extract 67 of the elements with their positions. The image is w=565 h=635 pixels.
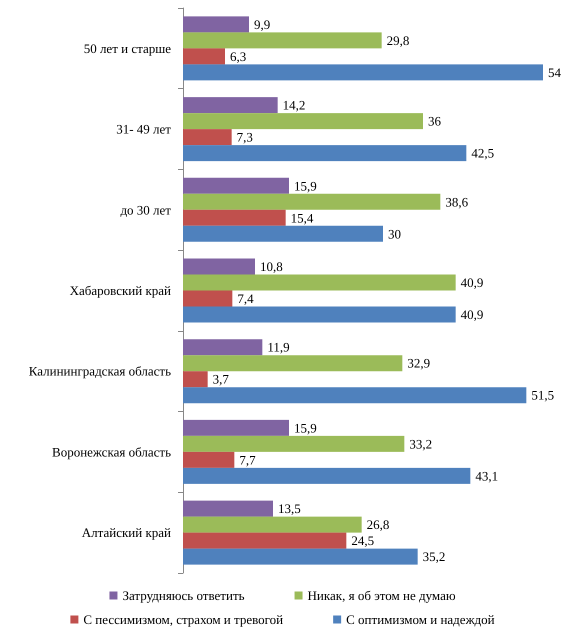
bar [183,64,543,80]
bar [183,258,255,274]
data-label: 14,2 [282,98,306,113]
data-label: 35,2 [422,549,446,564]
bar [183,97,278,114]
data-label: 51,5 [531,388,554,403]
bar [183,339,262,356]
data-label: 7,4 [237,291,254,306]
data-label: 7,3 [236,130,253,145]
data-label: 32,9 [407,356,430,371]
bar [183,48,225,64]
data-label: 10,8 [260,259,283,274]
legend-label: Затрудняюсь ответить [122,588,245,603]
y-tick-label: 31- 49 лет [116,122,172,137]
data-label: 15,4 [290,210,314,226]
bar [183,145,466,162]
bar [183,16,249,32]
bar [183,387,526,404]
bar [183,548,418,565]
data-label: 24,5 [351,533,374,548]
data-label: 15,9 [294,178,317,194]
bar [183,274,456,290]
bar [183,436,404,452]
bar [183,226,383,242]
y-tick-label: Воронежская область [52,444,172,460]
data-label: 9,9 [254,16,270,32]
legend-label: С оптимизмом и надеждой [346,612,495,627]
legend-label: Никак, я об этом не думаю [308,588,456,603]
bar [183,290,232,306]
bar [183,468,470,484]
bar [183,32,382,48]
bar [183,210,286,226]
bar [183,306,456,322]
data-label: 43,1 [475,468,498,484]
data-label: 7,7 [239,452,256,468]
bar [183,420,289,436]
bar [183,516,362,533]
y-tick-label: Хабаровский край [70,283,172,298]
data-label: 42,5 [471,146,494,161]
data-label: 15,9 [294,420,317,436]
data-label: 26,8 [366,517,390,532]
y-tick-label: 50 лет и старше [84,40,172,56]
bar [183,500,273,517]
data-label: 40,9 [460,275,484,290]
data-label: 29,8 [386,32,410,48]
data-label: 13,5 [278,501,301,516]
bar [183,452,234,468]
bar [183,355,402,372]
bar [183,129,232,146]
bar [183,178,289,194]
data-label: 33,2 [409,436,432,452]
bar [183,532,346,549]
y-tick-label: Калининградская область [28,364,172,379]
legend-label: С пессимизмом, страхом и тревогой [83,612,284,627]
bar [183,113,423,130]
data-label: 3,7 [212,372,230,387]
data-label: 11,9 [267,340,290,355]
data-label: 40,9 [460,307,484,322]
data-label: 54 [548,64,562,80]
data-label: 30 [388,226,401,242]
data-label: 38,6 [445,194,469,210]
data-label: 6,3 [230,48,246,64]
data-label: 36 [428,114,442,129]
y-tick-label: Алтайский край [82,525,172,540]
bar [183,371,208,388]
bar [183,194,440,210]
y-tick-label: до 30 лет [120,202,172,218]
